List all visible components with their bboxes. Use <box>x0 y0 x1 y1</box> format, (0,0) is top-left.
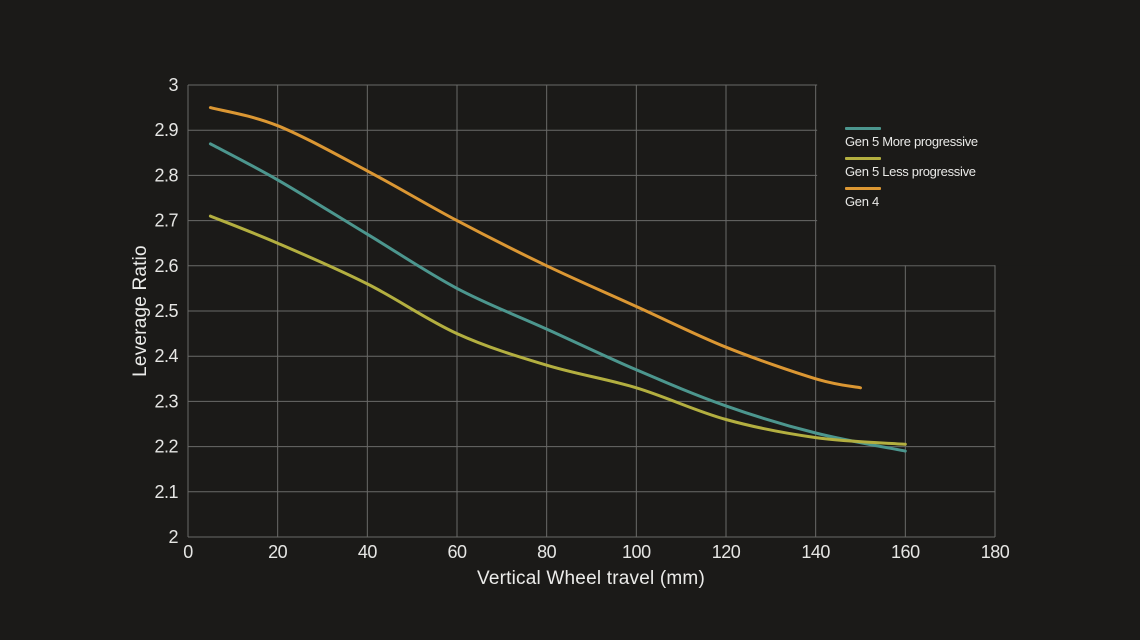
series-curve-gen-5-less-progressive <box>208 214 907 446</box>
x-tick-label-40: 40 <box>358 542 378 562</box>
legend-item-gen5-more-progressive: Gen 5 More progressive <box>845 127 978 148</box>
y-tick-label-2.7: 2.7 <box>154 211 178 231</box>
y-tick-label-2.2: 2.2 <box>154 437 178 457</box>
legend-swatch-teal-line <box>845 127 881 130</box>
legend-item-gen5-less-progressive: Gen 5 Less progressive <box>845 157 978 178</box>
x-tick-label-80: 80 <box>537 542 557 562</box>
y-axis-title: Leverage Ratio <box>130 245 151 377</box>
x-tick-label-20: 20 <box>268 542 288 562</box>
y-tick-label-2.8: 2.8 <box>154 165 178 185</box>
y-tick-label-2.6: 2.6 <box>154 256 178 276</box>
legend-label: Gen 5 Less progressive <box>845 164 976 179</box>
y-tick-label-2.3: 2.3 <box>154 391 178 411</box>
y-tick-label-2.1: 2.1 <box>154 482 178 502</box>
y-tick-label-2: 2 <box>168 527 178 547</box>
legend-swatch-olive-line <box>845 157 881 160</box>
y-tick-label-3: 3 <box>168 75 178 95</box>
x-tick-label-160: 160 <box>891 542 920 562</box>
legend-swatch-orange-line <box>845 187 881 190</box>
x-tick-label-100: 100 <box>622 542 651 562</box>
series-curve-gen-4 <box>208 106 862 390</box>
y-tick-label-2.5: 2.5 <box>154 301 178 321</box>
legend: Gen 5 More progressive Gen 5 Less progre… <box>845 127 978 217</box>
legend-background-mask <box>817 77 1140 266</box>
y-tick-label-2.9: 2.9 <box>154 120 178 140</box>
x-tick-label-60: 60 <box>447 542 467 562</box>
x-tick-label-120: 120 <box>712 542 741 562</box>
legend-label: Gen 5 More progressive <box>845 134 978 149</box>
x-axis-title: Vertical Wheel travel (mm) <box>477 568 705 589</box>
x-tick-label-140: 140 <box>801 542 830 562</box>
series-curve-gen-5-more-progressive <box>208 142 907 453</box>
x-tick-label-180: 180 <box>981 542 1010 562</box>
x-tick-label-0: 0 <box>183 542 193 562</box>
legend-label: Gen 4 <box>845 194 879 209</box>
legend-item-gen4: Gen 4 <box>845 187 978 208</box>
y-tick-label-2.4: 2.4 <box>154 346 178 366</box>
